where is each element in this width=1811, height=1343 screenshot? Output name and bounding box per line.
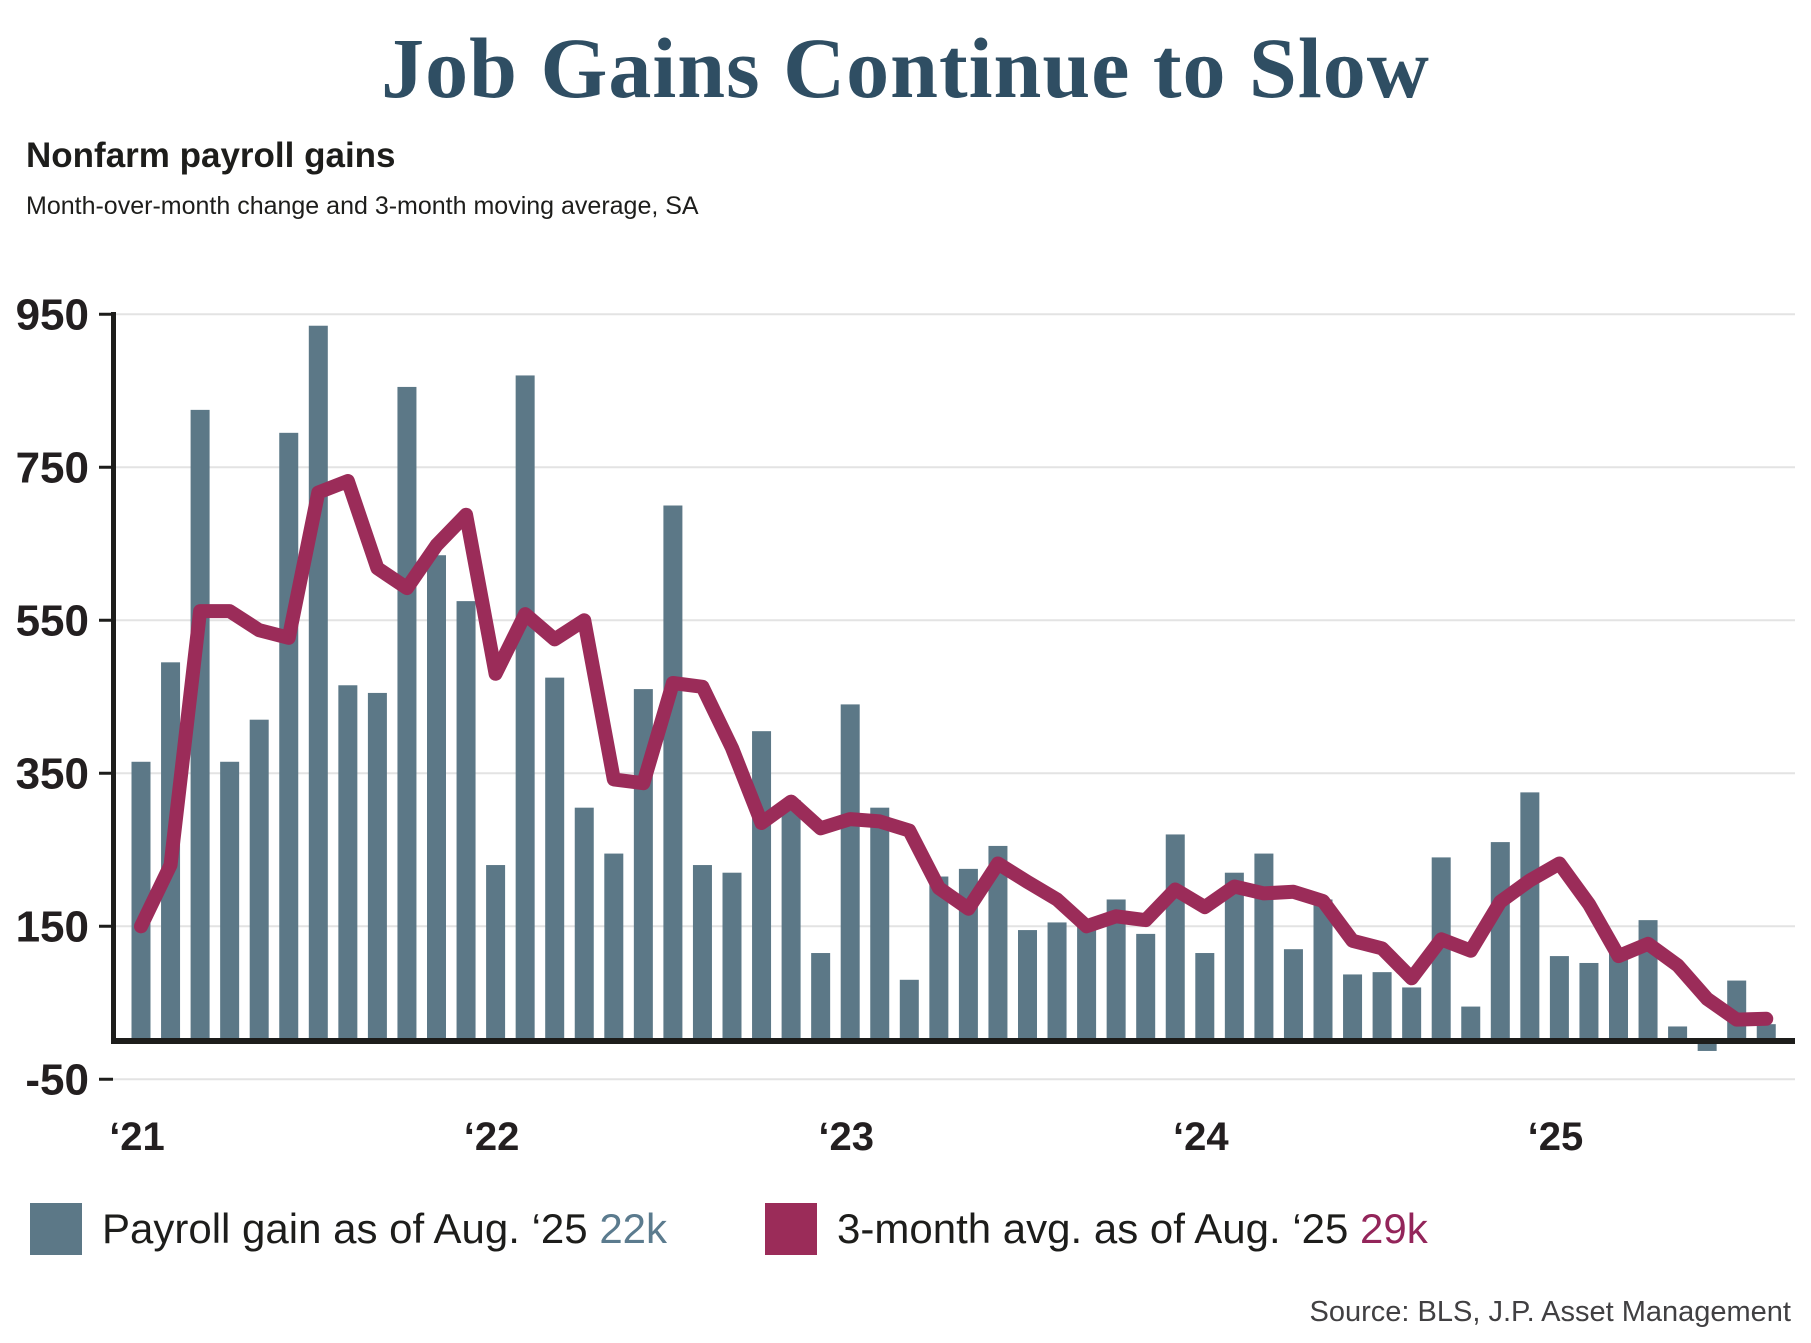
bar-aug-2025 <box>1756 1024 1776 1041</box>
bar-nov-2024 <box>1490 842 1510 1041</box>
bar-feb-2024 <box>1224 872 1244 1041</box>
bar-jul-2021 <box>308 325 328 1042</box>
bar-sep-2023 <box>1077 926 1097 1041</box>
y-tick-label: 150 <box>16 902 89 951</box>
y-tick-label: 950 <box>16 290 89 339</box>
3mo-avg-label: 3-month avg. as of Aug. ‘25 <box>837 1205 1361 1252</box>
legend-item-payroll-gain: Payroll gain as of Aug. ‘25 22k <box>30 1203 667 1255</box>
y-tick-label: 750 <box>16 443 89 492</box>
bar-mar-2021 <box>190 409 210 1041</box>
payroll-gain-swatch <box>30 1203 82 1255</box>
bar-may-2021 <box>249 719 269 1041</box>
x-tick-label: ‘21 <box>109 1115 165 1159</box>
x-tick-label: ‘22 <box>464 1115 520 1159</box>
bar-nov-2021 <box>427 555 446 1041</box>
payroll-gain-label: Payroll gain as of Aug. ‘25 <box>102 1205 600 1252</box>
bar-jan-2021 <box>131 761 151 1041</box>
3mo-avg-latest-value: 29k <box>1360 1205 1428 1252</box>
bar-jul-2022 <box>663 505 683 1041</box>
bar-sep-2022 <box>722 872 742 1041</box>
y-tick-label: -50 <box>25 1055 89 1104</box>
bar-jun-2024 <box>1343 974 1363 1041</box>
payroll-gain-latest-value: 22k <box>599 1205 668 1252</box>
chart-subtitle: Nonfarm payroll gains <box>26 136 396 175</box>
bar-nov-2022 <box>781 800 801 1041</box>
gridlines <box>99 312 1795 1081</box>
y-axis-line <box>111 312 116 1044</box>
y-tick-label: 550 <box>16 596 89 645</box>
bar-mar-2024 <box>1254 853 1274 1041</box>
bar-jul-2023 <box>1018 930 1037 1041</box>
bar-apr-2022 <box>574 807 594 1041</box>
bar-dec-2023 <box>1165 834 1185 1041</box>
x-axis-labels: ‘21 ‘22 ‘23 ‘24 ‘25 <box>109 1115 1583 1159</box>
bar-feb-2023 <box>870 807 890 1041</box>
x-axis-zero-line <box>113 1038 1795 1044</box>
legend-item-3mo-avg: 3-month avg. as of Aug. ‘25 29k <box>765 1203 1428 1255</box>
bar-may-2025 <box>1668 1026 1688 1041</box>
bar-jan-2022 <box>486 865 506 1041</box>
3mo-avg-swatch <box>765 1203 818 1255</box>
x-tick-label: ‘23 <box>818 1115 874 1159</box>
bar-apr-2021 <box>220 761 240 1041</box>
bar-aug-2021 <box>338 685 358 1041</box>
bar-jun-2021 <box>279 432 299 1041</box>
source-attribution: Source: BLS, J.P. Asset Management <box>1309 1296 1791 1328</box>
bar-aug-2022 <box>692 865 712 1041</box>
bar-aug-2023 <box>1047 922 1067 1041</box>
bar-apr-2023 <box>929 876 949 1041</box>
bar-dec-2022 <box>811 953 831 1041</box>
bar-jun-2023 <box>988 845 1008 1041</box>
bar-apr-2024 <box>1283 949 1303 1041</box>
x-tick-label: ‘25 <box>1528 1115 1584 1159</box>
bar-feb-2022 <box>515 375 535 1041</box>
bar-mar-2022 <box>545 677 565 1041</box>
bar-aug-2024 <box>1402 987 1422 1041</box>
bar-mar-2023 <box>899 979 919 1041</box>
3-month-average-line <box>134 474 1774 1027</box>
bar-oct-2021 <box>397 386 417 1041</box>
bar-feb-2025 <box>1579 962 1599 1041</box>
page-title: Job Gains Continue to Slow <box>381 20 1430 116</box>
bar-jan-2023 <box>840 704 860 1041</box>
bar-nov-2023 <box>1136 933 1156 1041</box>
x-tick-label: ‘24 <box>1173 1115 1229 1159</box>
bar-jun-2025 <box>1697 1041 1717 1051</box>
bar-dec-2021 <box>456 601 476 1041</box>
bar-dec-2024 <box>1520 792 1540 1041</box>
bar-sep-2021 <box>367 692 387 1041</box>
bar-jan-2024 <box>1195 953 1215 1041</box>
bar-oct-2022 <box>752 731 772 1041</box>
legend: Payroll gain as of Aug. ‘25 22k 3-month … <box>30 1201 1428 1257</box>
bar-jul-2024 <box>1372 972 1392 1041</box>
bar-may-2024 <box>1313 899 1333 1041</box>
bar-may-2022 <box>604 853 624 1041</box>
payroll-gain-bars <box>131 325 1776 1051</box>
bar-mar-2025 <box>1609 949 1628 1041</box>
chart-description: Month-over-month change and 3-month movi… <box>26 192 699 220</box>
bar-oct-2024 <box>1461 1006 1481 1041</box>
bar-oct-2023 <box>1106 899 1126 1041</box>
bar-jan-2025 <box>1549 956 1569 1041</box>
y-axis-labels: 950 750 550 350 150 -50 <box>16 290 89 1104</box>
y-tick-label: 350 <box>16 749 89 798</box>
